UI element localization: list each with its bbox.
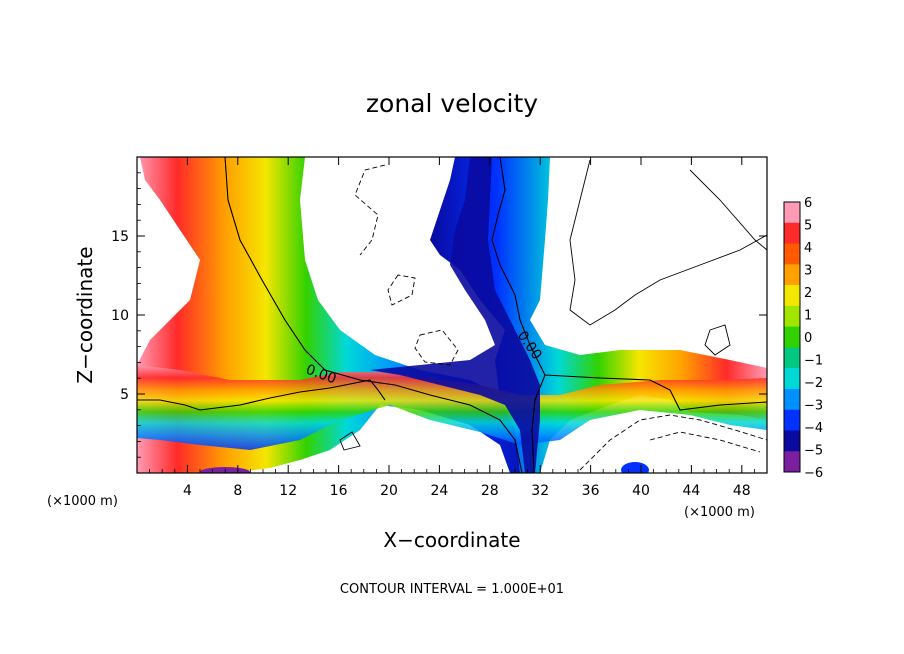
x-tick-label: 12: [279, 483, 297, 499]
colorbar-swatch: [784, 388, 800, 411]
chart-title: zonal velocity: [366, 89, 538, 118]
x-tick-label: 28: [481, 483, 499, 499]
y-tick-label: 5: [120, 387, 129, 403]
lower-shear-band: [137, 365, 767, 450]
colorbar-swatch: [784, 326, 800, 348]
colorbar-tick-label: −3: [804, 399, 823, 414]
colorbar-tick-label: 5: [804, 219, 812, 234]
x-tick-label: 36: [582, 483, 600, 499]
zero-contour-lower: [137, 379, 386, 411]
colorbar-tick-label: 1: [804, 309, 812, 324]
colorbar-swatch: [784, 243, 800, 265]
colorbar-swatch: [784, 202, 800, 224]
contour-lines: [137, 157, 767, 473]
x-tick-label: 48: [733, 483, 751, 499]
colorbar-tick-label: −4: [804, 421, 823, 436]
colorbar-swatch: [784, 368, 800, 390]
colorbar-swatch: [784, 222, 800, 245]
x-tick-label: 20: [380, 483, 398, 499]
colorbar-swatch: [784, 430, 800, 452]
x-tick-label: 40: [632, 483, 650, 499]
x-tick-label: 24: [430, 483, 448, 499]
colorbar-tick-label: −6: [804, 466, 823, 481]
zero-contour-right: [491, 157, 767, 411]
x-axis-label: X−coordinate: [383, 528, 520, 552]
positive-contour-upper-right: [569, 159, 767, 326]
colorbar-tick-label: 0: [804, 331, 812, 346]
positive-contour-small: [339, 324, 731, 451]
contour-interval-note: CONTOUR INTERVAL = 1.000E+01: [340, 582, 564, 597]
colorbar-tick-label: 4: [804, 241, 812, 256]
x-tick-label: 8: [233, 483, 242, 499]
colorbar-swatch: [784, 451, 800, 473]
x-tick-label: 44: [682, 483, 700, 499]
lower-blue-blob: [621, 462, 649, 473]
zero-contour-left: [224, 157, 523, 473]
colorbar-tick-label: 3: [804, 264, 812, 279]
x-unit-label-left: (×1000 m): [47, 494, 118, 509]
colorbar-swatch: [784, 347, 800, 369]
colorbar-tick-label: 2: [804, 286, 812, 301]
velocity-field: [137, 157, 767, 473]
x-unit-label-right: (×1000 m): [684, 505, 755, 520]
colorbar-tick-label: 6: [804, 196, 812, 211]
colorbar-swatch: [784, 285, 800, 307]
colorbar-swatch: [784, 305, 800, 328]
jet-core: [370, 157, 540, 473]
zero-contour-right-stem: [531, 374, 546, 473]
x-tick-label: 4: [183, 483, 192, 499]
colorbar-tick-label: −2: [804, 376, 823, 391]
y-tick-label: 15: [111, 229, 129, 245]
y-axis-ticks: 5 10 15: [111, 172, 767, 458]
colorbar-tick-label: −5: [804, 444, 823, 459]
colorbar: 6 5 4 3 2 1 0 −1 −2 −3 −4 −5 −6: [783, 196, 823, 481]
colorbar-frame: [783, 201, 801, 473]
negative-contours: [354, 164, 767, 471]
x-axis-ticks: 4 8 12 16 20 24 28 32 36 40 44 48: [149, 157, 755, 499]
colorbar-swatch: [784, 264, 800, 286]
x-tick-label: 16: [330, 483, 348, 499]
y-axis-label: Z−coordinate: [73, 246, 97, 383]
colorbar-swatch: [784, 409, 800, 431]
colorbar-tick-label: −1: [804, 354, 823, 369]
y-tick-label: 10: [111, 308, 129, 324]
x-tick-label: 32: [531, 483, 549, 499]
